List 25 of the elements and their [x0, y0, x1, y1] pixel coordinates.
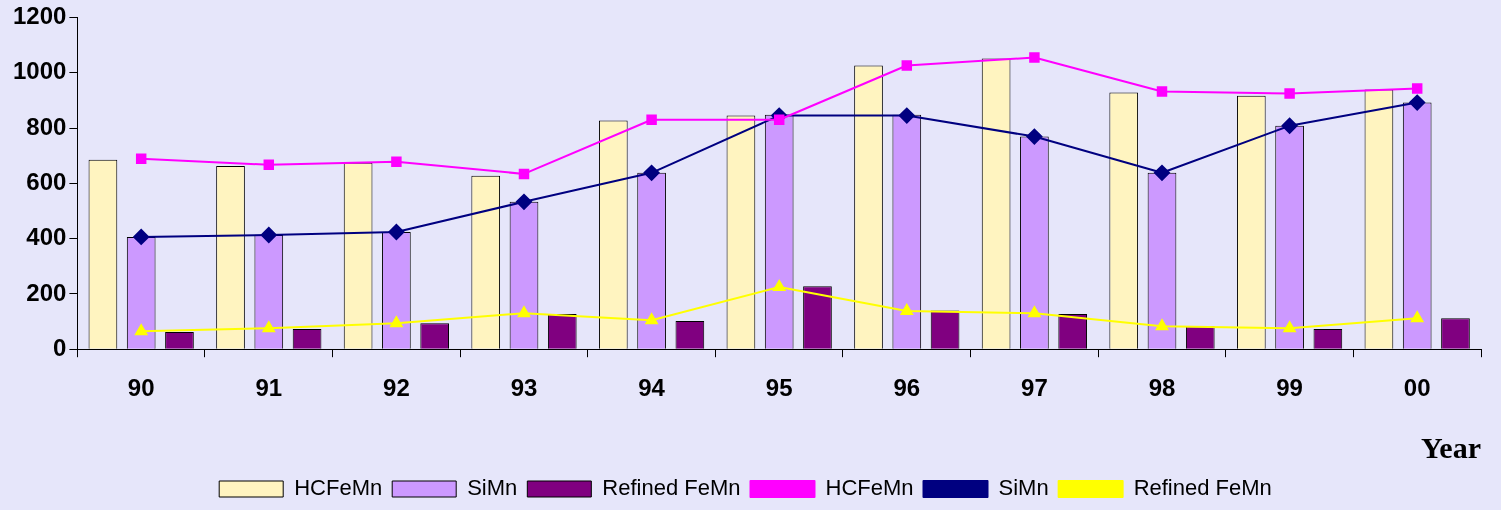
x-tick-label: 95 [765, 374, 793, 402]
x-tick-label: 99 [1276, 374, 1303, 402]
y-tick-label: 1200 [13, 2, 67, 30]
x-tick-label: 96 [893, 374, 921, 402]
legend-label: SiMn [467, 475, 518, 501]
x-tick-label: 97 [1021, 374, 1048, 402]
y-tick-label: 1000 [13, 57, 67, 85]
x-tick-label: 00 [1403, 374, 1431, 402]
y-tick-label: 200 [26, 278, 67, 306]
y-tick-label: 800 [26, 112, 67, 140]
x-tick-label: 94 [638, 374, 666, 402]
legend-label: Refined FeMn [1133, 475, 1272, 501]
x-tick-label: 92 [383, 374, 410, 402]
legend-label: HCFeMn [294, 475, 383, 501]
y-tick-label: 600 [26, 167, 67, 195]
x-axis-title: Year [1421, 430, 1481, 464]
y-tick-label: 0 [53, 333, 67, 361]
x-tick-label: 90 [127, 374, 155, 402]
y-tick-label: 400 [26, 223, 67, 251]
x-tick-label: 91 [255, 374, 283, 402]
legend-label: SiMn [998, 475, 1049, 501]
legend-label: HCFeMn [825, 475, 914, 501]
x-tick-label: 98 [1148, 374, 1176, 402]
legend-label: Refined FeMn [602, 475, 741, 501]
x-tick-label: 93 [510, 374, 538, 402]
